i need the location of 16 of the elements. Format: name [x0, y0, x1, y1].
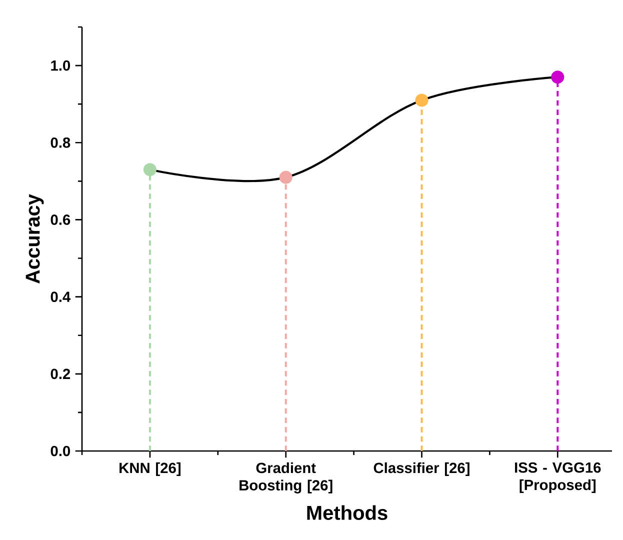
point — [143, 163, 156, 176]
x-tick-label: KNN [26] — [120, 462, 180, 476]
point — [279, 170, 292, 184]
x-axis-title: Methods — [307, 505, 388, 520]
y-tick-label: 0.0 — [50, 446, 70, 456]
y-tick-label: 0.8 — [50, 137, 70, 148]
x-tick-label: ISS - VGG16 [Proposed] — [515, 462, 601, 493]
x-tick-label: Gradient Boosting [26] — [240, 462, 332, 494]
y-tick-label: 0.6 — [50, 214, 70, 225]
x-tick-label: Classifier [26] — [374, 462, 470, 476]
point — [551, 70, 564, 84]
y-tick-label: 0.4 — [50, 292, 71, 302]
point — [415, 94, 428, 107]
y-axis-title: Accuracy — [26, 194, 44, 284]
y-tick-label: 0.2 — [50, 368, 70, 380]
y-tick-label: 1.0 — [51, 60, 70, 71]
